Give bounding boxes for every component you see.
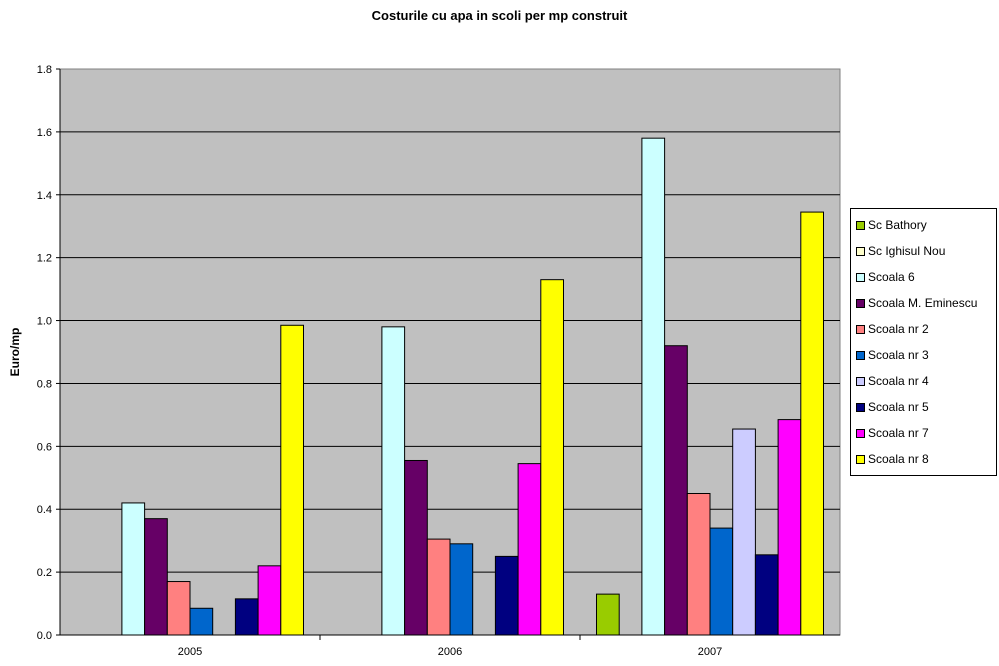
bar	[732, 428, 756, 636]
y-axis-label: Euro/mp	[8, 328, 22, 377]
bar	[800, 211, 824, 636]
legend: Sc Bathory Sc Ighisul Nou Scoala 6 Scoala M…	[850, 208, 997, 476]
legend-swatch	[856, 324, 865, 334]
legend-label: Scoala M. Eminescu	[868, 296, 978, 310]
legend-label: Scoala nr 4	[868, 374, 929, 388]
y-tick-label: 0.6	[37, 441, 52, 453]
legend-swatch	[856, 454, 865, 464]
bar	[381, 326, 406, 636]
bar	[686, 493, 711, 636]
legend-item: Scoala nr 4	[851, 368, 996, 394]
legend-item: Scoala M. Eminescu	[851, 290, 996, 316]
bar	[664, 345, 688, 636]
legend-swatch	[856, 350, 865, 360]
legend-item: Scoala nr 2	[851, 316, 996, 342]
y-tick-label: 1.0	[37, 316, 52, 328]
legend-item: Scoala nr 5	[851, 394, 996, 420]
legend-label: Sc Ighisul Nou	[868, 244, 946, 258]
x-tick-label: 2006	[438, 646, 462, 658]
legend-label: Scoala nr 8	[868, 452, 929, 466]
bar	[189, 607, 214, 636]
legend-item: Sc Bathory	[851, 212, 996, 238]
y-tick-label: 1.2	[37, 253, 52, 265]
bar	[449, 543, 474, 636]
bar	[144, 518, 168, 636]
legend-item: Scoala nr 8	[851, 446, 996, 472]
bar	[121, 502, 146, 636]
legend-item: Sc Ighisul Nou	[851, 238, 996, 264]
legend-label: Scoala nr 2	[868, 322, 929, 336]
legend-swatch	[856, 272, 865, 282]
x-tick-label: 2005	[178, 646, 202, 658]
bar	[540, 279, 564, 636]
bar	[754, 554, 779, 636]
bar	[777, 419, 802, 636]
bar	[709, 527, 734, 636]
legend-swatch	[856, 220, 865, 230]
y-tick-label: 0.8	[37, 378, 52, 390]
legend-swatch	[856, 402, 865, 412]
legend-swatch	[856, 376, 865, 386]
y-tick-label: 0.4	[37, 504, 52, 516]
bar	[257, 565, 282, 636]
bars	[121, 137, 824, 636]
bar	[234, 598, 259, 636]
y-tick-label: 1.8	[37, 64, 52, 76]
chart-title: Costurile cu apa in scoli per mp constru…	[371, 8, 628, 23]
legend-item: Scoala nr 3	[851, 342, 996, 368]
legend-label: Scoala nr 5	[868, 400, 929, 414]
y-tick-label: 0.0	[37, 630, 52, 642]
bar	[280, 324, 304, 636]
y-tick-label: 0.2	[37, 567, 52, 579]
y-tick-label: 1.4	[37, 190, 52, 202]
bar	[596, 593, 620, 636]
bar	[641, 137, 666, 636]
bar	[426, 538, 451, 636]
legend-swatch	[856, 298, 865, 308]
legend-item: Scoala 6	[851, 264, 996, 290]
axes: 0.0 0.2 0.4 0.6 0.8 1.0 1.2 1.4 1.6 1.8 2005 2006 20…	[37, 64, 840, 658]
legend-item: Scoala nr 7	[851, 420, 996, 446]
legend-label: Scoala nr 7	[868, 426, 929, 440]
legend-swatch	[856, 428, 865, 438]
bar	[166, 581, 191, 636]
y-tick-label: 1.6	[37, 127, 52, 139]
gridlines	[60, 131, 840, 573]
bar	[494, 555, 519, 636]
bar	[517, 463, 542, 636]
bar	[404, 459, 428, 636]
legend-label: Scoala 6	[868, 270, 915, 284]
legend-label: Scoala nr 3	[868, 348, 929, 362]
legend-label: Sc Bathory	[868, 218, 927, 232]
x-tick-label: 2007	[698, 646, 722, 658]
legend-swatch	[856, 246, 865, 256]
